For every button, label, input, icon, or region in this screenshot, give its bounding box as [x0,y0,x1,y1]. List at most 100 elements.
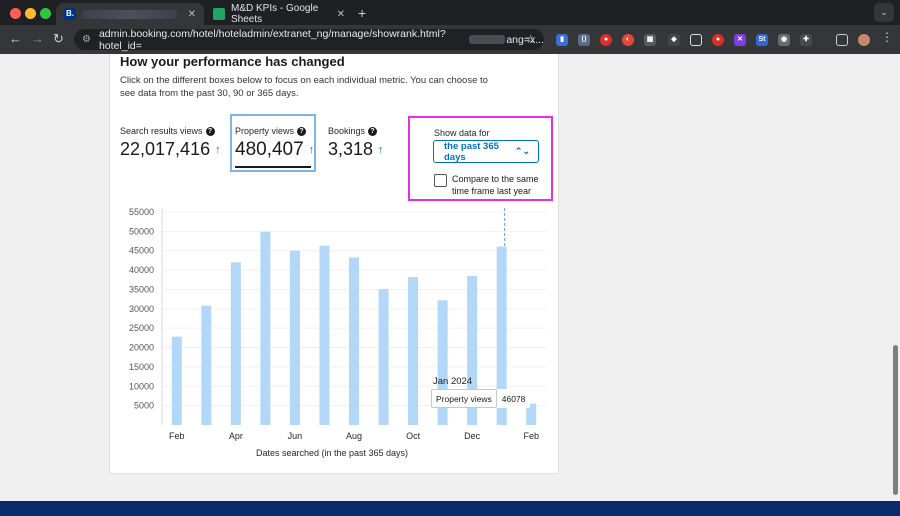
tooltip-metric: Property views [431,389,497,408]
metric-property-views[interactable]: Property views? 480,407 ↑ [230,114,316,172]
y-tick-label: 40000 [129,265,154,275]
extension-icon-5[interactable]: ▦ [644,34,656,46]
chart-bar [171,336,182,425]
y-tick-label: 5000 [134,401,154,411]
metric-search-results-views[interactable]: Search results views? 22,017,416 ↑ [120,114,221,172]
tab-booking[interactable]: B. ✕ [56,3,204,25]
selected-indicator [235,166,311,168]
show-data-label: Show data for [434,128,490,138]
performance-card: How your performance has changed Click o… [109,54,559,474]
x-tick-label: Jun [288,431,303,441]
x-tick-label: Apr [229,431,243,441]
y-tick-label: 50000 [129,226,154,236]
address-bar[interactable]: ⚙ admin.booking.com/hotel/hoteladmin/ext… [74,28,544,52]
tab-search-button[interactable]: ⌄ [874,3,894,22]
extension-icon-1[interactable]: ▮ [556,34,568,46]
metric-bookings[interactable]: Bookings? 3,318 ↑ [328,114,384,172]
metric-value: 22,017,416 [120,139,211,159]
y-tick-label: 45000 [129,246,154,256]
tab-title-redacted [82,9,177,19]
new-tab-button[interactable]: + [358,5,367,21]
chart-bar [467,275,478,425]
intro-text: Click on the different boxes below to fo… [120,75,488,99]
extension-icon-9[interactable]: ✕ [734,34,746,46]
side-panel-icon[interactable] [836,34,848,46]
y-tick-label: 35000 [129,284,154,294]
reload-icon[interactable]: ↻ [53,31,64,46]
date-range-select[interactable]: the past 365 days ⌃⌄ [433,140,539,163]
close-tab-icon[interactable]: ✕ [187,8,196,20]
y-tick-label: 30000 [129,304,154,314]
chart-bar [496,246,507,425]
date-range-value: the past 365 days [444,140,499,163]
puzzle-icon[interactable]: ✚ [800,34,812,46]
browser-tab-bar: B. ✕ M&D KPIs - Google Sheets ✕ + ⌄ [0,0,900,25]
trend-up-icon: ↑ [308,144,315,156]
extension-icon-6[interactable]: ◆ [668,34,680,46]
bookmark-star-icon[interactable]: ☆ [525,32,536,46]
compare-label[interactable]: Compare to the same time frame last year [452,174,539,196]
y-tick-label: 25000 [129,323,154,333]
metric-value: 3,318 [328,139,374,159]
tab-sheets-title: M&D KPIs - Google Sheets [231,3,319,25]
page-scrollbar[interactable] [893,345,898,495]
compare-checkbox[interactable] [434,174,447,187]
bottom-banner [0,501,900,516]
chart-bar [201,305,212,425]
date-range-controls: Show data for the past 365 days ⌃⌄ Compa… [408,116,553,201]
metric-label: Bookings [328,126,366,136]
browser-toolbar: ← → ↻ ⚙ admin.booking.com/hotel/hoteladm… [0,25,900,54]
tooltip-date: Jan 2024 [433,376,473,387]
tab-sheets[interactable]: M&D KPIs - Google Sheets ✕ [205,3,353,25]
page-title: How your performance has changed [120,54,345,69]
metric-label: Property views [235,126,295,136]
x-tick-label: Aug [346,431,362,441]
page-content: How your performance has changed Click o… [0,54,900,501]
url-suffix: ang=x... [506,33,544,46]
x-tick-label: Oct [406,431,421,441]
help-icon[interactable]: ? [297,126,307,136]
close-tab-icon[interactable]: ✕ [336,8,345,20]
x-tick-label: Feb [523,431,539,441]
trend-up-icon: ↑ [378,143,384,156]
browser-menu-icon[interactable]: ⋮ [881,30,893,44]
help-icon[interactable]: ? [368,126,378,136]
chart-bar [408,277,419,425]
chart-bar [260,231,271,425]
avatar[interactable] [858,34,870,46]
extension-icon-7[interactable] [690,34,702,46]
chart-bar [289,250,300,425]
extension-icon-2[interactable]: ⟨⟩ [578,34,590,46]
help-icon[interactable]: ? [205,126,215,136]
forward-arrow-icon[interactable]: → [31,31,44,46]
metric-value: 480,407 [235,139,304,160]
property-views-chart: 5000 10000 15000 20000 25000 30000 35000 40000 4… [129,207,546,458]
extension-icon-10[interactable]: St [756,34,768,46]
trend-up-icon: ↑ [215,143,221,156]
close-window-button[interactable] [10,8,21,19]
extension-icon-4[interactable]: ◐ [622,34,634,46]
chart-bar [349,257,359,425]
chart-bar [437,300,448,425]
up-down-chevron-icon: ⌃⌄ [514,146,530,156]
chart-bar [378,289,389,425]
chart-bar [319,245,330,425]
back-arrow-icon[interactable]: ← [9,31,22,46]
metric-label: Search results views [120,126,203,136]
site-info-icon[interactable]: ⚙ [82,34,91,45]
sheets-favicon-icon [213,8,225,20]
minimize-window-button[interactable] [25,8,36,19]
chart-tooltip: Property views 46078 [431,389,531,408]
maximize-window-button[interactable] [40,8,51,19]
y-tick-label: 10000 [129,381,154,391]
chart-bar [230,262,241,425]
screenshot-icon[interactable]: ◉ [778,34,790,46]
y-tick-label: 15000 [129,362,154,372]
x-tick-label: Feb [169,431,185,441]
extension-icon-8[interactable]: ● [712,34,724,46]
extension-icon-3[interactable]: ● [600,34,612,46]
tooltip-value: 46078 [496,389,531,408]
chart-bar [526,403,537,425]
y-tick-label: 55000 [129,207,154,217]
y-tick-label: 20000 [129,343,154,353]
